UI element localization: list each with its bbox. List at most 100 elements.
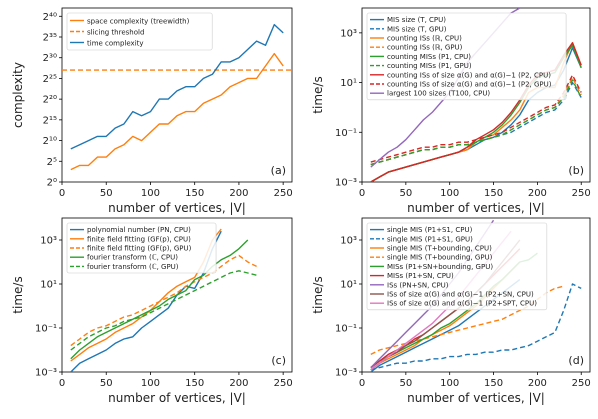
- legend-label: space complexity (treewidth): [87, 17, 190, 25]
- y-tick-label: 10¹: [340, 280, 357, 291]
- legend-label: polynomial number (PN, CPU): [87, 226, 191, 234]
- legend-box: [366, 222, 548, 311]
- y-axis-label: time/s: [11, 276, 25, 313]
- legend-label: counting MISs (P1, CPU): [387, 53, 471, 61]
- y-tick-label: 10³: [340, 236, 357, 247]
- series-line-7: [370, 74, 582, 163]
- y-tick-label: 10⁻³: [335, 368, 357, 379]
- legend-label: single MIS (T+bounding, CPU): [387, 244, 492, 252]
- y-tick-label: 2¹⁵: [43, 115, 57, 126]
- y-tick-label: 10⁻³: [335, 178, 357, 189]
- x-tick-label: 0: [359, 378, 365, 389]
- panel-0: 0 50 100 150 200 250 2⁰ 2⁵ 2¹⁰ 2¹⁵ 2²⁰ 2²⁵ 2³⁰ 2³⁵ 2⁴⁰…: [11, 7, 293, 215]
- x-axis-label: number of vertices, |V|: [407, 201, 545, 215]
- axes-frame: [361, 7, 591, 183]
- legend-label: counting ISs (ℝ, CPU): [387, 34, 462, 42]
- legend-label: MIS size (T, GPU): [387, 25, 447, 33]
- series-line-4: [70, 270, 257, 351]
- legend-label: counting ISs of size α(G) and α(G)−1 (P2…: [387, 80, 552, 88]
- panel-2: 0 50 100 150 200 250 10⁻³ 10⁻¹ 10¹ 10³ number of v…: [11, 217, 293, 405]
- legend-label: largest 100 sizes (T100, CPU): [387, 90, 490, 98]
- x-tick-label: 50: [100, 188, 113, 199]
- legend-label: MISs (P1+SN, CPU): [387, 272, 454, 280]
- x-tick-label: 0: [59, 188, 65, 199]
- x-tick-label: 250: [274, 188, 293, 199]
- axes-frame: [61, 7, 293, 183]
- y-tick-label: 10¹: [340, 78, 357, 89]
- x-tick-label: 50: [399, 378, 412, 389]
- legend-label: single MIS (T+bounding, GPU): [387, 254, 493, 262]
- x-axis-label: number of vertices, |V|: [407, 391, 545, 405]
- legend-label: MIS size (T, CPU): [387, 16, 446, 24]
- legend-label: fourier transform (ℂ, GPU): [87, 263, 179, 271]
- legend-label: single MIS (P1+S1, GPU): [387, 235, 473, 243]
- y-tick-label: 10⁻¹: [335, 128, 357, 139]
- x-tick-label: 50: [100, 378, 113, 389]
- x-tick-label: 50: [399, 188, 412, 199]
- y-tick-label: 10⁻³: [35, 368, 57, 379]
- series-group: [62, 23, 292, 171]
- legend-label: counting ISs (ℝ, GPU): [387, 44, 463, 52]
- y-tick-label: 2²⁵: [43, 74, 57, 85]
- x-tick-label: 250: [572, 188, 591, 199]
- x-tick-label: 200: [229, 378, 248, 389]
- x-tick-label: 100: [141, 378, 160, 389]
- legend-label: ISs (PN+SN, CPU): [387, 281, 449, 289]
- axes-frame: [61, 217, 293, 373]
- legend-label: finite field fitting (GF(p), GPU): [87, 244, 192, 252]
- legend-label: ISs of size α(G) and α(G)−1 (P2+SN, CPU): [387, 290, 534, 298]
- y-tick-label: 2⁰: [47, 178, 57, 189]
- panel-1: 0 50 100 150 200 250 10⁻³ 10⁻¹ 10¹ 10³ number of v…: [311, 7, 591, 215]
- axes-frame: [361, 217, 591, 373]
- y-tick-label: 10³: [40, 236, 57, 247]
- series-line-0: [70, 230, 222, 372]
- y-tick-label: 2⁵: [47, 157, 57, 168]
- x-tick-label: 100: [440, 188, 459, 199]
- x-tick-label: 250: [572, 378, 591, 389]
- series-line-3: [70, 239, 249, 360]
- y-tick-label: 2¹⁰: [43, 136, 57, 147]
- series-line-1: [370, 283, 582, 371]
- x-tick-label: 250: [274, 378, 293, 389]
- series-line-5: [370, 79, 582, 166]
- x-tick-label: 200: [528, 378, 547, 389]
- y-axis-label: time/s: [311, 276, 325, 313]
- legend-label: finite field fitting (GF(p), CPU): [87, 235, 191, 243]
- x-tick-label: 200: [229, 188, 248, 199]
- y-tick-label: 2³⁰: [43, 53, 57, 64]
- x-tick-label: 100: [440, 378, 459, 389]
- legend-label: counting MISs (P1, GPU): [387, 62, 472, 70]
- x-tick-label: 150: [484, 378, 503, 389]
- legend-box: [66, 12, 213, 51]
- y-tick-label: 2³⁵: [43, 33, 57, 44]
- y-axis-label: complexity: [11, 62, 25, 128]
- y-tick-label: 10⁻¹: [35, 324, 57, 335]
- x-tick-label: 150: [185, 378, 204, 389]
- legend-box: [66, 222, 217, 274]
- y-tick-label: 2²⁰: [43, 95, 57, 106]
- legend-box: [366, 12, 567, 101]
- x-tick-label: 150: [484, 188, 503, 199]
- x-tick-label: 0: [359, 188, 365, 199]
- series-line-2: [70, 254, 257, 347]
- y-axis-label: time/s: [311, 76, 325, 113]
- y-tick-label: 10³: [340, 28, 357, 39]
- series-group: [70, 228, 257, 372]
- y-tick-label: 2⁴⁰: [43, 12, 57, 23]
- x-axis-label: number of vertices, |V|: [108, 391, 246, 405]
- y-tick-label: 10¹: [40, 280, 57, 291]
- panel-label: (a): [271, 164, 286, 177]
- series-line-1: [70, 228, 222, 362]
- legend-label: MISs (P1+SN+bounding, GPU): [387, 263, 493, 271]
- series-line-2: [70, 23, 284, 150]
- x-tick-label: 200: [528, 188, 547, 199]
- legend-label: fourier transform (ℂ, CPU): [87, 254, 178, 262]
- x-tick-label: 150: [185, 188, 204, 199]
- series-line-0: [70, 52, 284, 171]
- panel-3: 0 50 100 150 200 250 10⁻³ 10⁻¹ 10¹ 10³ number of v…: [311, 217, 591, 405]
- legend-label: time complexity: [87, 39, 144, 47]
- x-tick-label: 0: [59, 378, 65, 389]
- legend-label: counting ISs of size α(G) and α(G)−1 (P2…: [387, 71, 551, 79]
- panel-label: (b): [568, 164, 584, 177]
